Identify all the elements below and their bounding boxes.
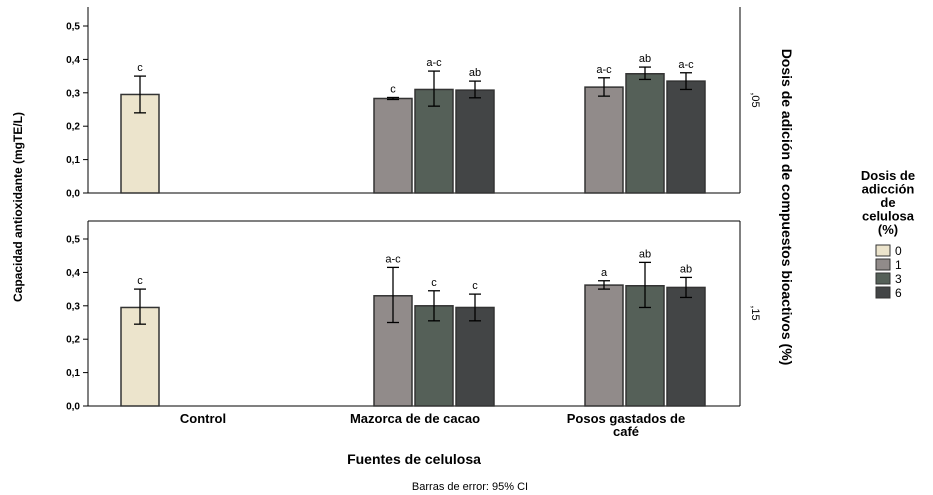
panel-label-top: ,05: [749, 92, 761, 107]
y-tick-label: 0,3: [66, 88, 80, 99]
right-axis-title: Dosis de adición de compuestos bioactivo…: [779, 49, 795, 366]
bar: [414, 305, 454, 407]
significance-letter: c: [472, 280, 478, 292]
y-axis-ticks-top: 0,0 0,1 0,2 0,3 0,4 0,5: [66, 22, 88, 200]
significance-letter: c: [431, 277, 437, 289]
bar: [584, 86, 624, 194]
bar: [373, 97, 413, 194]
significance-letter: ab: [680, 263, 692, 275]
y-tick-label: 0,4: [66, 268, 80, 279]
y-tick-label: 0,1: [66, 155, 80, 166]
bar: [584, 284, 624, 407]
legend-swatch: [875, 272, 891, 285]
significance-letter: a: [601, 267, 608, 279]
panel-label-bottom: ,15: [749, 305, 761, 320]
y-axis-ticks-bottom: 0,0 0,1 0,2 0,3 0,4 0,5: [66, 235, 88, 413]
y-tick-label: 0,2: [66, 335, 80, 346]
bars-top-panel: c c a-c ab a-c ab a-c: [120, 53, 706, 194]
significance-letter: ab: [639, 53, 651, 65]
legend-item-label: 0: [895, 244, 902, 258]
bar: [625, 73, 665, 194]
legend-item-label: 1: [895, 258, 902, 272]
legend-title: Dosis de adicción de celulosa (%): [861, 168, 915, 237]
y-tick-label: 0,4: [66, 55, 80, 66]
significance-letter: a-c: [426, 57, 442, 69]
y-axis-title: Capacidad antioxidante (mgTE/L): [11, 112, 25, 302]
significance-letter: ab: [639, 248, 651, 260]
category-label: Posos gastados de café: [567, 411, 685, 439]
legend-item-label: 3: [895, 272, 902, 286]
y-tick-label: 0,0: [66, 402, 80, 413]
y-tick-label: 0,5: [66, 235, 80, 246]
bars-bottom-panel: c a-c c c a ab ab: [120, 248, 706, 407]
bar: [666, 80, 706, 194]
bar: [455, 89, 495, 194]
legend-swatch: [875, 286, 891, 299]
error-bar-footnote: Barras de error: 95% CI: [412, 481, 528, 493]
significance-letter: c: [137, 62, 143, 74]
category-label: Control: [180, 411, 226, 426]
significance-letter: a-c: [596, 64, 612, 76]
y-tick-label: 0,5: [66, 22, 80, 33]
significance-letter: a-c: [678, 59, 694, 71]
bar: [666, 286, 706, 407]
significance-letter: c: [137, 275, 143, 287]
x-axis-title: Fuentes de celulosa: [347, 451, 481, 467]
y-tick-label: 0,1: [66, 368, 80, 379]
category-labels: Control Mazorca de de cacao Posos gastados…: [180, 411, 685, 439]
legend-item-label: 6: [895, 286, 902, 300]
significance-letter: ab: [469, 67, 481, 79]
significance-letter: a-c: [385, 253, 401, 265]
y-tick-label: 0,2: [66, 122, 80, 133]
category-label: Mazorca de de cacao: [350, 411, 480, 426]
legend-swatch: [875, 258, 891, 271]
significance-letter: c: [390, 83, 396, 95]
y-tick-label: 0,3: [66, 301, 80, 312]
bar: [455, 306, 495, 407]
y-tick-label: 0,0: [66, 189, 80, 200]
legend-swatch: [875, 244, 891, 257]
